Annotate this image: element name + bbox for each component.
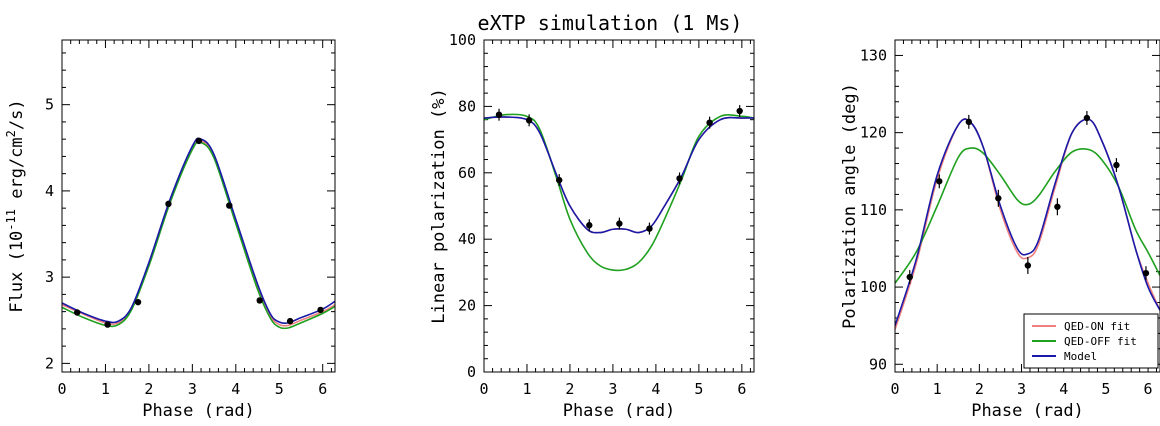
y-tick-label: 0 [467,363,476,381]
y-tick-label: 120 [860,124,887,142]
x-axis-label: Phase (rad) [142,401,255,421]
x-tick-label: 5 [1101,380,1110,398]
data-point [1142,269,1150,277]
plot-frame [483,39,755,373]
x-tick-label: 3 [608,380,617,398]
y-tick-label: 60 [458,164,476,182]
data-point [134,298,142,306]
data-point [586,222,593,229]
data-point [317,306,324,314]
x-tick-label: 3 [188,380,197,398]
x-tick-label: 0 [890,380,899,398]
series-line-qed-off-fit [484,113,754,272]
y-tick-label: 40 [458,230,476,248]
y-tick-label: 100 [449,31,476,49]
y-tick-label: 110 [860,201,887,219]
series-group [895,111,1160,330]
series-line-qed-on-fit [895,118,1160,330]
data-point [1083,114,1091,122]
y-tick-label: 130 [860,46,887,64]
data-point [226,202,233,209]
x-tick-label: 4 [231,380,240,398]
data-point [525,117,533,124]
legend-label: QED-ON fit [1064,320,1130,333]
data-point [936,178,943,185]
y-axis-label: Linear polarization (%) [429,88,449,323]
y-tick-label: 20 [458,297,476,315]
data-point [1113,161,1120,169]
x-tick-label: 2 [144,380,153,398]
x-tick-label: 5 [694,380,703,398]
x-tick-label: 0 [479,380,488,398]
data-point [74,309,81,316]
legend: QED-ON fit QED-OFF fit Model [1023,313,1159,369]
series-line-qed-on-fit [62,139,335,327]
x-tick-label: 4 [651,380,660,398]
data-point [906,273,913,281]
series-line-qed-off-fit [62,140,335,330]
x-tick-label: 5 [275,380,284,398]
x-tick-label: 1 [101,380,110,398]
data-point [1054,203,1061,210]
x-tick-label: 0 [57,380,66,398]
y-tick-label: 2 [45,354,54,372]
series-line-model [895,118,1160,326]
x-tick-label: 2 [565,380,574,398]
data-point [736,107,743,115]
x-tick-label: 6 [737,380,746,398]
data-point [556,176,563,184]
y-axis-label: Polarization angle (deg) [840,83,860,329]
data-point [646,225,653,232]
figure-title: eXTP simulation (1 Ms) [478,11,743,35]
x-tick-label: 2 [975,380,984,398]
panel-3: 0 1 2 3 4 5 6 90 100 110 120 130 Phase (rad) Polariza… [840,39,1160,421]
series-line-model [62,137,335,325]
data-point [256,297,263,304]
y-tick-label: 4 [45,182,54,200]
legend-label: QED-OFF fit [1064,335,1137,348]
x-tick-label: 1 [933,380,942,398]
series-group [62,137,335,330]
y-tick-label: 3 [45,268,54,286]
data-point [995,195,1002,202]
x-tick-label: 3 [1017,380,1026,398]
x-tick-label: 6 [1144,380,1153,398]
data-point [104,321,111,328]
series-group [484,105,754,272]
y-axis-label: Flux (10-11 erg/cm2/s) [4,99,27,312]
data-point [195,137,203,145]
data-point [1024,262,1032,269]
plot-frame [61,39,336,373]
plot-frame [894,39,1160,373]
data-point [706,119,713,126]
x-tick-label: 1 [522,380,531,398]
legend-label: Model [1064,350,1097,363]
data-point [676,175,683,182]
data-point [286,317,294,325]
series-line-model [484,116,754,234]
x-axis-label: Phase (rad) [563,401,676,421]
x-tick-label: 4 [1059,380,1068,398]
x-tick-label: 6 [318,380,327,398]
y-tick-label: 80 [458,97,476,115]
x-axis-label: Phase (rad) [971,401,1084,421]
y-tick-label: 90 [869,355,887,373]
y-tick-label: 100 [860,278,887,296]
panel-1: 0 1 2 3 4 5 6 2 3 4 5 Phase (rad) Flux (10-11 erg/cm… [4,39,336,421]
y-tick-label: 5 [45,96,54,114]
data-point [495,111,503,118]
data-point [616,220,623,227]
data-point [165,200,172,208]
series-line-qed-on-fit [484,116,754,234]
data-point [965,118,973,126]
